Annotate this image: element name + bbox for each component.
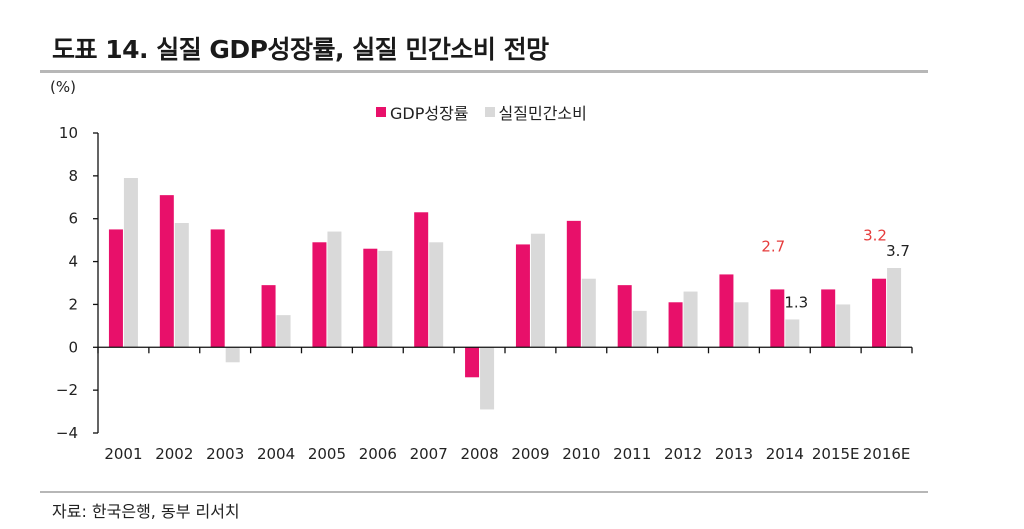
bar-consumption bbox=[174, 223, 189, 348]
x-tick-label: 2014 bbox=[766, 445, 804, 463]
bar-gdp bbox=[668, 302, 683, 348]
legend-item-consumption: 실질민간소비 bbox=[484, 100, 587, 124]
bar-consumption bbox=[887, 268, 902, 348]
bar-consumption bbox=[225, 347, 240, 363]
bar-gdp bbox=[159, 195, 174, 348]
bar-consumption bbox=[632, 310, 647, 348]
y-tick-label: 4 bbox=[68, 253, 78, 271]
bar-consumption bbox=[836, 304, 851, 348]
bar-gdp bbox=[515, 244, 530, 348]
bar-gdp bbox=[566, 220, 581, 348]
bar-gdp bbox=[872, 278, 887, 348]
data-label: 3.2 bbox=[863, 227, 887, 245]
y-tick-label: 8 bbox=[68, 167, 78, 185]
title-divider bbox=[40, 70, 928, 73]
y-tick-label: 2 bbox=[68, 295, 78, 313]
chart-legend: GDP성장률 실질민간소비 bbox=[376, 100, 603, 124]
bar-consumption bbox=[581, 278, 596, 348]
legend-label-gdp: GDP성장률 bbox=[390, 104, 469, 123]
page-title: 도표 14. 실질 GDP성장률, 실질 민간소비 전망 bbox=[52, 35, 549, 64]
bar-consumption bbox=[734, 302, 749, 348]
legend-item-gdp: GDP성장률 bbox=[376, 100, 469, 124]
bar-consumption bbox=[683, 291, 698, 348]
x-tick-label: 2013 bbox=[715, 445, 753, 463]
x-tick-label: 2011 bbox=[613, 445, 651, 463]
y-tick-label: −4 bbox=[56, 424, 78, 442]
bar-consumption bbox=[327, 231, 342, 348]
source-divider bbox=[40, 491, 928, 493]
data-label: 3.7 bbox=[886, 242, 910, 260]
bar-gdp bbox=[108, 229, 123, 348]
source-note: 자료: 한국은행, 동부 리서치 bbox=[52, 502, 240, 521]
bar-consumption bbox=[530, 233, 545, 348]
bar-consumption bbox=[276, 315, 291, 348]
bar-gdp bbox=[210, 229, 225, 348]
data-label: 2.7 bbox=[761, 237, 785, 255]
bar-gdp bbox=[821, 289, 836, 348]
bar-consumption bbox=[378, 250, 393, 348]
bar-gdp bbox=[617, 285, 632, 348]
x-tick-label: 2007 bbox=[410, 445, 448, 463]
y-axis-unit: (%) bbox=[50, 78, 76, 96]
x-tick-label: 2015E bbox=[812, 445, 860, 463]
x-tick-label: 2006 bbox=[359, 445, 397, 463]
y-tick-label: −2 bbox=[56, 381, 78, 399]
x-tick-label: 2002 bbox=[155, 445, 193, 463]
bar-gdp bbox=[261, 285, 276, 348]
y-tick-label: 6 bbox=[68, 210, 78, 228]
legend-label-consumption: 실질민간소비 bbox=[498, 104, 587, 123]
bar-gdp bbox=[312, 242, 327, 348]
legend-swatch-gdp bbox=[376, 107, 386, 117]
y-tick-label: 10 bbox=[59, 124, 78, 142]
x-tick-label: 2001 bbox=[104, 445, 142, 463]
bar-gdp bbox=[414, 212, 429, 348]
bar-consumption bbox=[123, 178, 138, 348]
x-tick-label: 2004 bbox=[257, 445, 295, 463]
x-tick-label: 2010 bbox=[562, 445, 600, 463]
bar-gdp bbox=[719, 274, 734, 348]
y-tick-label: 0 bbox=[68, 338, 78, 356]
x-tick-label: 2009 bbox=[511, 445, 549, 463]
x-tick-label: 2005 bbox=[308, 445, 346, 463]
bar-consumption bbox=[429, 242, 444, 348]
legend-swatch-consumption bbox=[484, 107, 495, 117]
bar-gdp bbox=[363, 248, 378, 348]
data-label: 1.3 bbox=[784, 293, 808, 311]
x-tick-label: 2003 bbox=[206, 445, 244, 463]
x-tick-label: 2012 bbox=[664, 445, 702, 463]
bar-gdp bbox=[770, 289, 785, 348]
bar-consumption bbox=[785, 319, 800, 348]
bar-consumption bbox=[480, 347, 495, 410]
x-tick-label: 2016E bbox=[863, 445, 911, 463]
bar-gdp bbox=[465, 347, 480, 378]
x-tick-label: 2008 bbox=[460, 445, 498, 463]
